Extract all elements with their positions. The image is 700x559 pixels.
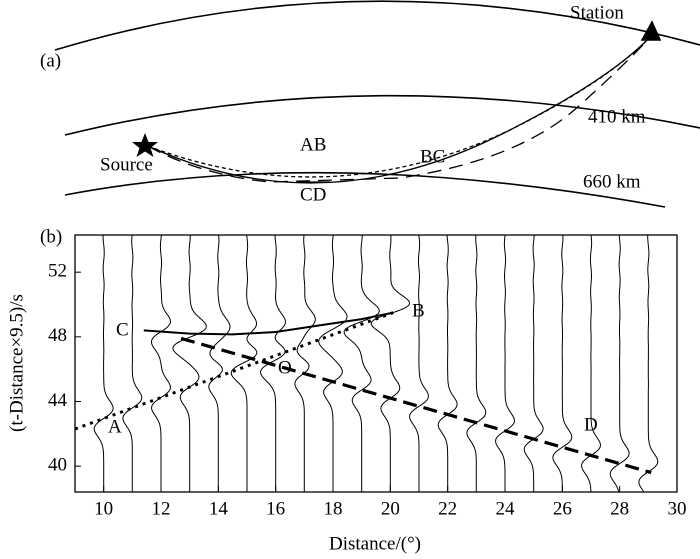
seismogram-trace <box>122 235 143 492</box>
seismogram-trace <box>230 235 258 492</box>
seismogram-trace <box>172 235 207 492</box>
discontinuity-410 <box>64 94 700 136</box>
seismogram-trace <box>581 235 601 492</box>
x-tick-label: 20 <box>381 498 400 519</box>
x-tick-label: 30 <box>668 498 687 519</box>
depth-label: 660 km <box>583 171 641 192</box>
y-axis-label: (t-Distance×9.5)/s <box>6 294 27 432</box>
x-tick-label: 14 <box>209 498 229 519</box>
annotation: A <box>108 416 122 437</box>
annotation: D <box>584 414 598 435</box>
seismogram-trace <box>437 235 458 492</box>
x-tick-label: 22 <box>438 498 457 519</box>
ray-cd <box>147 34 653 183</box>
discontinuity-660 <box>64 171 666 208</box>
annotation: C <box>116 319 129 340</box>
annotation: B <box>412 300 425 321</box>
panel-a <box>54 0 700 208</box>
ray-label: AB <box>300 134 326 155</box>
plot-frame <box>74 234 678 493</box>
ray-bc <box>147 34 653 184</box>
seismogram-trace <box>466 235 487 492</box>
panel-label: (a) <box>40 50 61 71</box>
seismogram-trace <box>638 235 659 493</box>
x-tick-label: 12 <box>152 498 171 519</box>
ray-label: CD <box>300 184 326 205</box>
x-tick-label: 28 <box>610 498 629 519</box>
ray-label: BC <box>420 146 445 167</box>
y-tick-label: 52 <box>48 261 67 282</box>
seismogram-trace <box>208 235 231 492</box>
panel-label: (b) <box>40 226 62 247</box>
station-label: Station <box>570 2 624 23</box>
seismogram-trace <box>343 235 380 492</box>
earth-surface <box>54 0 700 51</box>
branch-curve <box>143 311 394 336</box>
branch-curve <box>74 311 394 431</box>
seismogram-trace <box>318 235 348 492</box>
y-tick-label: 48 <box>48 325 67 346</box>
y-tick-label: 40 <box>48 454 67 475</box>
seismogram-trace <box>294 235 316 492</box>
seismogram-trace <box>93 235 114 492</box>
x-tick-label: 18 <box>324 498 343 519</box>
seismogram-trace <box>552 235 573 492</box>
seismogram-trace <box>495 235 515 492</box>
x-tick-label: 26 <box>553 498 572 519</box>
station-icon <box>640 20 662 41</box>
seismogram-trace <box>370 235 411 492</box>
x-tick-label: 24 <box>496 498 516 519</box>
x-tick-label: 10 <box>94 498 113 519</box>
source-icon <box>132 133 158 157</box>
seismogram-trace <box>609 235 630 493</box>
x-axis-label: Distance/(°) <box>329 533 421 554</box>
y-tick-label: 44 <box>48 390 68 411</box>
seismogram-trace <box>151 235 171 492</box>
depth-label: 410 km <box>588 106 646 127</box>
seismogram-trace <box>523 235 544 492</box>
seismogram-trace <box>409 235 429 492</box>
source-label: Source <box>100 154 153 175</box>
branch-curve <box>180 336 652 475</box>
x-tick-label: 16 <box>266 498 285 519</box>
